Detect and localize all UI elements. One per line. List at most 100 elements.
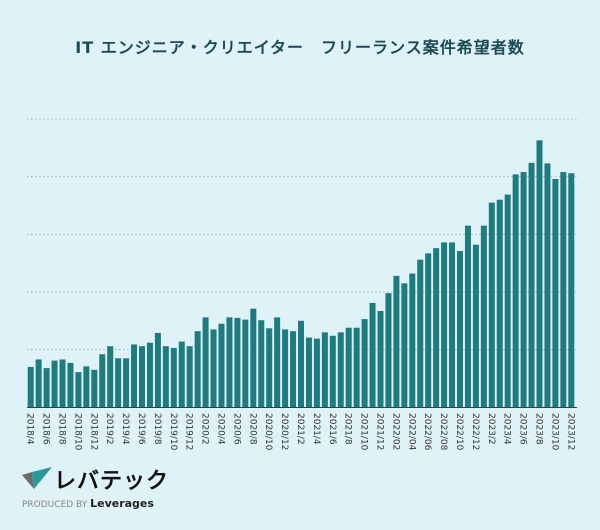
x-tick-label: 2019/10 [168, 413, 178, 451]
bar-2021/6 [329, 335, 336, 408]
bar-2023/11 [560, 172, 567, 408]
company-name: Leverages [90, 497, 154, 510]
x-tick-label: 2018/12 [88, 413, 98, 450]
x-tick-label: 2019/8 [152, 413, 162, 445]
bar-2023/9 [544, 163, 551, 408]
bar-2022/01 [385, 293, 392, 408]
x-tick-label: 2020/4 [216, 413, 226, 445]
x-tick-label: 2022/08 [438, 413, 448, 451]
bar-2022/04 [409, 273, 416, 408]
bar-2022/08 [441, 242, 448, 408]
bar-2019/10 [170, 347, 177, 408]
bar-2018/10 [75, 372, 82, 408]
bar-2021/9 [353, 327, 360, 408]
bar-2023/6 [520, 172, 527, 408]
x-tick-label: 2021/2 [295, 413, 305, 445]
x-tick-label: 2022/10 [454, 413, 464, 451]
x-tick-label: 2020/10 [263, 413, 273, 451]
bar-chart: 2018/4 2018/6 2018/8 2018/10 2018/12 2019/2 20… [25, 118, 577, 451]
bar-2019/6 [139, 346, 145, 408]
bar-2021/5 [321, 332, 328, 408]
x-tick-label: 2023/2 [486, 413, 496, 445]
bar-2022/10 [457, 251, 463, 408]
produced-by-label: PRODUCED BY [22, 500, 88, 510]
bar-2019/7 [146, 342, 153, 408]
bar-2022/09 [449, 242, 456, 408]
bar-2019/1 [99, 354, 106, 408]
produced-by: PRODUCED BY Leverages [22, 497, 154, 510]
x-tick-label: 2020/2 [200, 413, 210, 445]
bar-2020/4 [218, 323, 225, 408]
x-tick-label: 2022/02 [390, 413, 400, 450]
x-tick-label: 2019/12 [184, 413, 194, 450]
x-tick-label: 2020/6 [231, 413, 241, 445]
x-tick-label: 2021/12 [375, 413, 385, 450]
bar-2018/8 [59, 359, 66, 408]
bar-2021/3 [305, 337, 312, 408]
x-tick-label: 2023/12 [565, 413, 575, 450]
bar-2020/7 [242, 319, 249, 408]
bar-2021/7 [337, 332, 344, 408]
x-tick-label: 2019/6 [136, 413, 146, 445]
bar-2018/6 [43, 368, 50, 408]
x-tick-label: 2019/4 [120, 413, 130, 445]
bar-2020/5 [226, 317, 233, 408]
x-tick-label: 2018/10 [72, 413, 82, 451]
bar-2023/10 [552, 178, 559, 408]
x-tick-label: 2021/10 [359, 413, 369, 451]
bar-2018/4 [27, 366, 34, 408]
x-tick-label: 2018/4 [25, 413, 35, 445]
bar-2021/4 [313, 338, 320, 408]
bar-2019/9 [162, 346, 169, 408]
x-tick-label: 2018/8 [57, 413, 67, 445]
bar-2020/8 [250, 308, 257, 408]
bar-2020/3 [210, 329, 217, 408]
bar-2019/11 [178, 341, 185, 408]
bar-2019/4 [123, 358, 130, 408]
x-tick-label: 2023/6 [518, 413, 528, 445]
x-tick-label: 2022/04 [406, 413, 416, 451]
bar-2021/12 [377, 311, 384, 408]
bar-2022/07 [433, 248, 440, 408]
bar-2021/10 [361, 319, 368, 408]
bar-2018/7 [51, 360, 58, 408]
bar-2023/12 [568, 173, 575, 408]
bar-2023/7 [528, 162, 535, 408]
x-tick-label: 2022/06 [422, 413, 432, 451]
x-tick-label: 2021/4 [311, 413, 321, 445]
x-tick-label: 2020/8 [247, 413, 257, 445]
bar-2019/5 [131, 344, 138, 408]
bar-2022/11 [464, 225, 471, 408]
bar-2022/05 [417, 259, 424, 408]
bar-2018/11 [83, 366, 90, 408]
bar-2020/11 [274, 317, 281, 408]
bar-2023/2 [488, 202, 495, 408]
x-tick-labels: 2018/4 2018/6 2018/8 2018/10 2018/12 2019/2 20… [25, 413, 576, 451]
bar-2020/1 [194, 331, 201, 408]
bar-2021/1 [290, 331, 297, 408]
bar-2021/2 [298, 320, 304, 408]
x-tick-label: 2023/8 [534, 413, 544, 445]
logo-text: レバテック [54, 469, 170, 494]
bar-2018/12 [91, 369, 98, 408]
bar-2021/11 [369, 302, 376, 408]
x-tick-label: 2018/6 [41, 413, 51, 445]
x-tick-label: 2021/8 [343, 413, 353, 445]
bar-2023/4 [504, 194, 511, 408]
bar-2023/3 [496, 199, 503, 408]
bar-2023/1 [480, 225, 487, 408]
levtech-logo-icon [22, 467, 52, 489]
bar-2020/9 [258, 320, 265, 408]
bar-2018/9 [67, 362, 74, 408]
x-tick-label: 2023/10 [549, 413, 559, 451]
bar-2018/5 [35, 359, 42, 408]
bar-2022/02 [393, 275, 400, 408]
x-tick-label: 2021/6 [327, 413, 337, 445]
bar-2022/03 [401, 283, 408, 408]
bar-2022/06 [425, 253, 432, 408]
chart-title: IT エンジニア・クリエイター フリーランス案件希望者数 [75, 38, 525, 57]
bar-2023/5 [512, 174, 519, 408]
bar-2020/10 [266, 328, 273, 408]
x-tick-label: 2022/12 [470, 413, 480, 450]
bar-2020/2 [202, 317, 209, 408]
